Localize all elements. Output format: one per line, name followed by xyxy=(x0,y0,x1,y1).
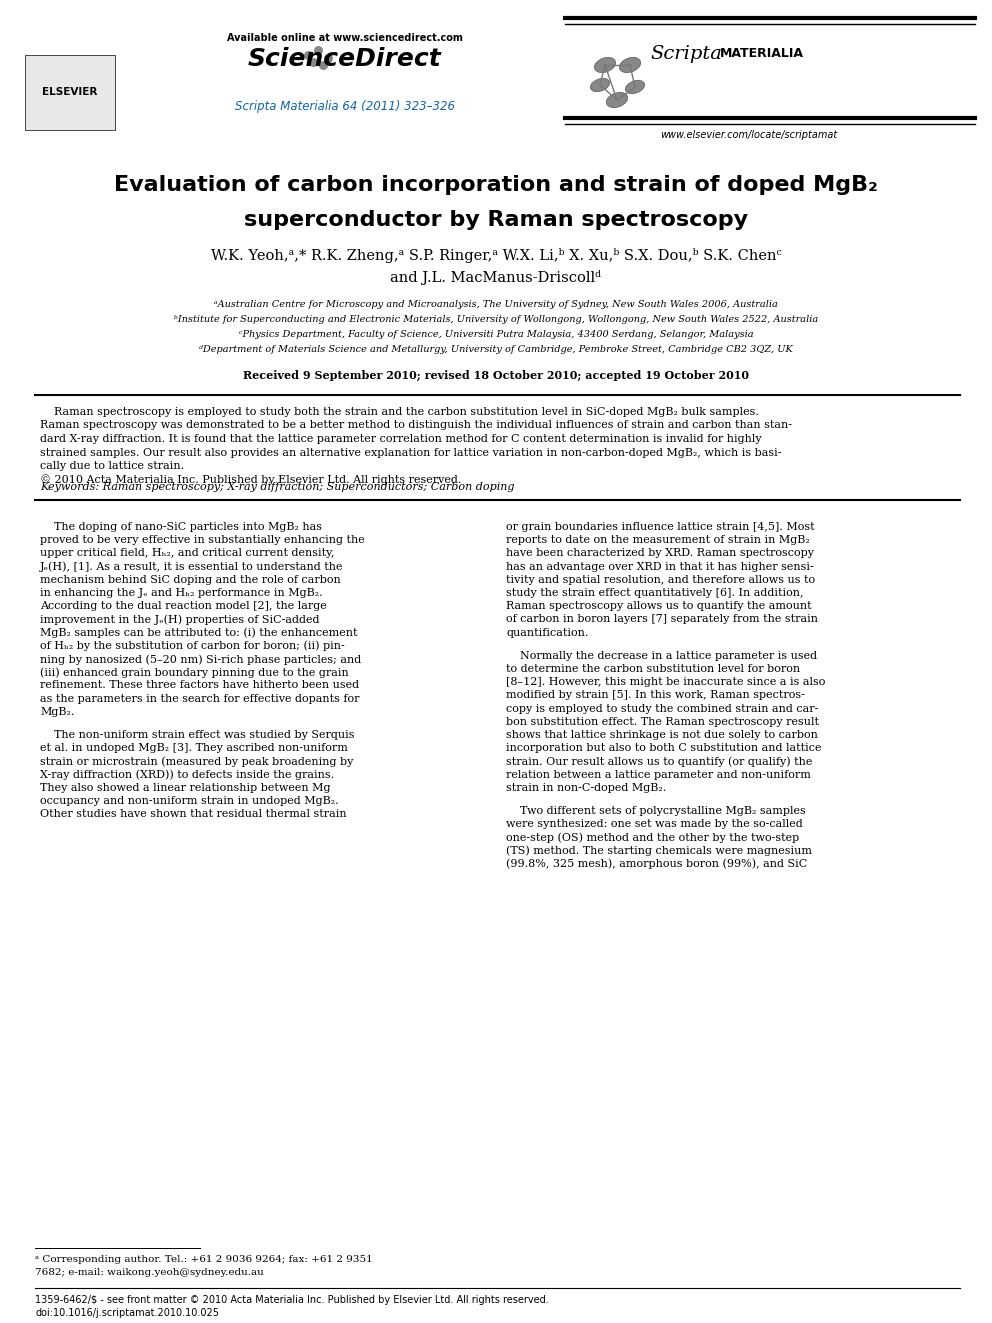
Text: Normally the decrease in a lattice parameter is used: Normally the decrease in a lattice param… xyxy=(506,651,817,660)
Text: According to the dual reaction model [2], the large: According to the dual reaction model [2]… xyxy=(40,601,326,611)
Text: Two different sets of polycrystalline MgB₂ samples: Two different sets of polycrystalline Mg… xyxy=(506,806,806,816)
FancyBboxPatch shape xyxy=(25,56,115,130)
Text: X-ray diffraction (XRD)) to defects inside the grains.: X-ray diffraction (XRD)) to defects insi… xyxy=(40,770,334,781)
Text: study the strain effect quantitatively [6]. In addition,: study the strain effect quantitatively [… xyxy=(506,587,804,598)
Text: (TS) method. The starting chemicals were magnesium: (TS) method. The starting chemicals were… xyxy=(506,845,812,856)
Text: upper critical field, Hₕ₂, and critical current density,: upper critical field, Hₕ₂, and critical … xyxy=(40,549,334,558)
Ellipse shape xyxy=(606,93,628,107)
Text: or grain boundaries influence lattice strain [4,5]. Most: or grain boundaries influence lattice st… xyxy=(506,523,814,532)
Text: (iii) enhanced grain boundary pinning due to the grain: (iii) enhanced grain boundary pinning du… xyxy=(40,667,349,677)
Text: in enhancing the Jₑ and Hₕ₂ performance in MgB₂.: in enhancing the Jₑ and Hₕ₂ performance … xyxy=(40,587,322,598)
Text: improvement in the Jₑ(H) properties of SiC-added: improvement in the Jₑ(H) properties of S… xyxy=(40,614,319,624)
Text: The doping of nano-SiC particles into MgB₂ has: The doping of nano-SiC particles into Mg… xyxy=(40,523,322,532)
Text: strain in non-C-doped MgB₂.: strain in non-C-doped MgB₂. xyxy=(506,783,667,792)
Text: as the parameters in the search for effective dopants for: as the parameters in the search for effe… xyxy=(40,693,359,704)
Text: W.K. Yeoh,ᵃ,* R.K. Zheng,ᵃ S.P. Ringer,ᵃ W.X. Li,ᵇ X. Xu,ᵇ S.X. Dou,ᵇ S.K. Chenᶜ: W.K. Yeoh,ᵃ,* R.K. Zheng,ᵃ S.P. Ringer,ᵃ… xyxy=(210,247,782,263)
Text: to determine the carbon substitution level for boron: to determine the carbon substitution lev… xyxy=(506,664,801,673)
Text: relation between a lattice parameter and non-uniform: relation between a lattice parameter and… xyxy=(506,770,810,779)
Text: Raman spectroscopy allows us to quantify the amount: Raman spectroscopy allows us to quantify… xyxy=(506,601,811,611)
Text: has an advantage over XRD in that it has higher sensi-: has an advantage over XRD in that it has… xyxy=(506,561,813,572)
Text: tivity and spatial resolution, and therefore allows us to: tivity and spatial resolution, and there… xyxy=(506,574,815,585)
Ellipse shape xyxy=(625,81,645,94)
Text: ᵃ Corresponding author. Tel.: +61 2 9036 9264; fax: +61 2 9351: ᵃ Corresponding author. Tel.: +61 2 9036… xyxy=(35,1256,373,1263)
Text: cally due to lattice strain.: cally due to lattice strain. xyxy=(40,460,185,471)
Text: superconductor by Raman spectroscopy: superconductor by Raman spectroscopy xyxy=(244,210,748,230)
Text: have been characterized by XRD. Raman spectroscopy: have been characterized by XRD. Raman sp… xyxy=(506,549,814,558)
Text: ning by nanosized (5–20 nm) Si-rich phase particles; and: ning by nanosized (5–20 nm) Si-rich phas… xyxy=(40,654,361,664)
Text: strained samples. Our result also provides an alternative explanation for lattic: strained samples. Our result also provid… xyxy=(40,447,782,458)
Ellipse shape xyxy=(619,57,641,73)
Text: ᵇInstitute for Superconducting and Electronic Materials, University of Wollongon: ᵇInstitute for Superconducting and Elect… xyxy=(174,315,818,324)
Text: mechanism behind SiC doping and the role of carbon: mechanism behind SiC doping and the role… xyxy=(40,574,340,585)
Text: Available online at www.sciencedirect.com: Available online at www.sciencedirect.co… xyxy=(227,33,463,44)
Point xyxy=(300,45,315,66)
Text: occupancy and non-uniform strain in undoped MgB₂.: occupancy and non-uniform strain in undo… xyxy=(40,796,338,806)
Text: ELSEVIER: ELSEVIER xyxy=(43,87,97,97)
Text: Raman spectroscopy was demonstrated to be a better method to distinguish the ind: Raman spectroscopy was demonstrated to b… xyxy=(40,421,792,430)
Text: and J.L. MacManus-Driscollᵈ: and J.L. MacManus-Driscollᵈ xyxy=(391,270,601,284)
Text: [8–12]. However, this might be inaccurate since a is also: [8–12]. However, this might be inaccurat… xyxy=(506,677,825,687)
Point xyxy=(315,54,331,75)
Text: shows that lattice shrinkage is not due solely to carbon: shows that lattice shrinkage is not due … xyxy=(506,730,817,740)
Text: Raman spectroscopy is employed to study both the strain and the carbon substitut: Raman spectroscopy is employed to study … xyxy=(40,407,759,417)
Text: © 2010 Acta Materialia Inc. Published by Elsevier Ltd. All rights reserved.: © 2010 Acta Materialia Inc. Published by… xyxy=(40,475,461,486)
Text: quantification.: quantification. xyxy=(506,627,588,638)
Point xyxy=(306,52,321,73)
Text: MATERIALIA: MATERIALIA xyxy=(720,48,804,60)
Text: MgB₂.: MgB₂. xyxy=(40,706,74,717)
Text: proved to be very effective in substantially enhancing the: proved to be very effective in substanti… xyxy=(40,536,365,545)
Text: (99.8%, 325 mesh), amorphous boron (99%), and SiC: (99.8%, 325 mesh), amorphous boron (99%)… xyxy=(506,859,807,869)
Text: copy is employed to study the combined strain and car-: copy is employed to study the combined s… xyxy=(506,704,818,713)
Text: 1359-6462/$ - see front matter © 2010 Acta Materialia Inc. Published by Elsevier: 1359-6462/$ - see front matter © 2010 Ac… xyxy=(35,1295,549,1304)
Text: Scripta: Scripta xyxy=(650,45,722,64)
Text: Keywords: Raman spectroscopy; X-ray diffraction; Superconductors; Carbon doping: Keywords: Raman spectroscopy; X-ray diff… xyxy=(40,482,515,492)
Text: one-step (OS) method and the other by the two-step: one-step (OS) method and the other by th… xyxy=(506,832,800,843)
Text: reports to date on the measurement of strain in MgB₂: reports to date on the measurement of st… xyxy=(506,536,809,545)
Text: ᵃAustralian Centre for Microscopy and Microanalysis, The University of Sydney, N: ᵃAustralian Centre for Microscopy and Mi… xyxy=(214,300,778,310)
Text: were synthesized: one set was made by the so-called: were synthesized: one set was made by th… xyxy=(506,819,803,830)
Text: 7682; e-mail: waikong.yeoh@sydney.edu.au: 7682; e-mail: waikong.yeoh@sydney.edu.au xyxy=(35,1267,264,1277)
Text: www.elsevier.com/locate/scriptamat: www.elsevier.com/locate/scriptamat xyxy=(660,130,837,140)
Text: of Hₕ₂ by the substitution of carbon for boron; (ii) pin-: of Hₕ₂ by the substitution of carbon for… xyxy=(40,640,345,651)
Text: doi:10.1016/j.scriptamat.2010.10.025: doi:10.1016/j.scriptamat.2010.10.025 xyxy=(35,1308,219,1318)
Text: They also showed a linear relationship between Mg: They also showed a linear relationship b… xyxy=(40,783,330,792)
Text: dard X-ray diffraction. It is found that the lattice parameter correlation metho: dard X-ray diffraction. It is found that… xyxy=(40,434,762,445)
Text: Evaluation of carbon incorporation and strain of doped MgB₂: Evaluation of carbon incorporation and s… xyxy=(114,175,878,194)
Text: refinement. These three factors have hitherto been used: refinement. These three factors have hit… xyxy=(40,680,359,691)
Text: strain. Our result allows us to quantify (or qualify) the: strain. Our result allows us to quantify… xyxy=(506,757,812,767)
Ellipse shape xyxy=(594,57,616,73)
Text: ᶜPhysics Department, Faculty of Science, Universiti Putra Malaysia, 43400 Serdan: ᶜPhysics Department, Faculty of Science,… xyxy=(239,329,753,339)
Text: incorporation but also to both C substitution and lattice: incorporation but also to both C substit… xyxy=(506,744,821,753)
Point xyxy=(310,40,326,61)
Text: bon substitution effect. The Raman spectroscopy result: bon substitution effect. The Raman spect… xyxy=(506,717,819,726)
Text: Scripta Materialia 64 (2011) 323–326: Scripta Materialia 64 (2011) 323–326 xyxy=(235,101,455,112)
Text: The non-uniform strain effect was studied by Serquis: The non-uniform strain effect was studie… xyxy=(40,730,354,740)
Text: MgB₂ samples can be attributed to: (i) the enhancement: MgB₂ samples can be attributed to: (i) t… xyxy=(40,627,357,638)
Text: modified by strain [5]. In this work, Raman spectros-: modified by strain [5]. In this work, Ra… xyxy=(506,691,805,700)
Text: ScienceDirect: ScienceDirect xyxy=(248,48,441,71)
Text: Jₑ(H), [1]. As a result, it is essential to understand the: Jₑ(H), [1]. As a result, it is essential… xyxy=(40,561,343,572)
Ellipse shape xyxy=(590,78,610,91)
Text: of carbon in boron layers [7] separately from the strain: of carbon in boron layers [7] separately… xyxy=(506,614,818,624)
Point xyxy=(320,48,336,69)
Text: et al. in undoped MgB₂ [3]. They ascribed non-uniform: et al. in undoped MgB₂ [3]. They ascribe… xyxy=(40,744,348,753)
Text: strain or microstrain (measured by peak broadening by: strain or microstrain (measured by peak … xyxy=(40,757,353,767)
Text: ᵈDepartment of Materials Science and Metallurgy, University of Cambridge, Pembro: ᵈDepartment of Materials Science and Met… xyxy=(199,345,793,355)
Text: Other studies have shown that residual thermal strain: Other studies have shown that residual t… xyxy=(40,810,346,819)
Text: Received 9 September 2010; revised 18 October 2010; accepted 19 October 2010: Received 9 September 2010; revised 18 Oc… xyxy=(243,370,749,381)
